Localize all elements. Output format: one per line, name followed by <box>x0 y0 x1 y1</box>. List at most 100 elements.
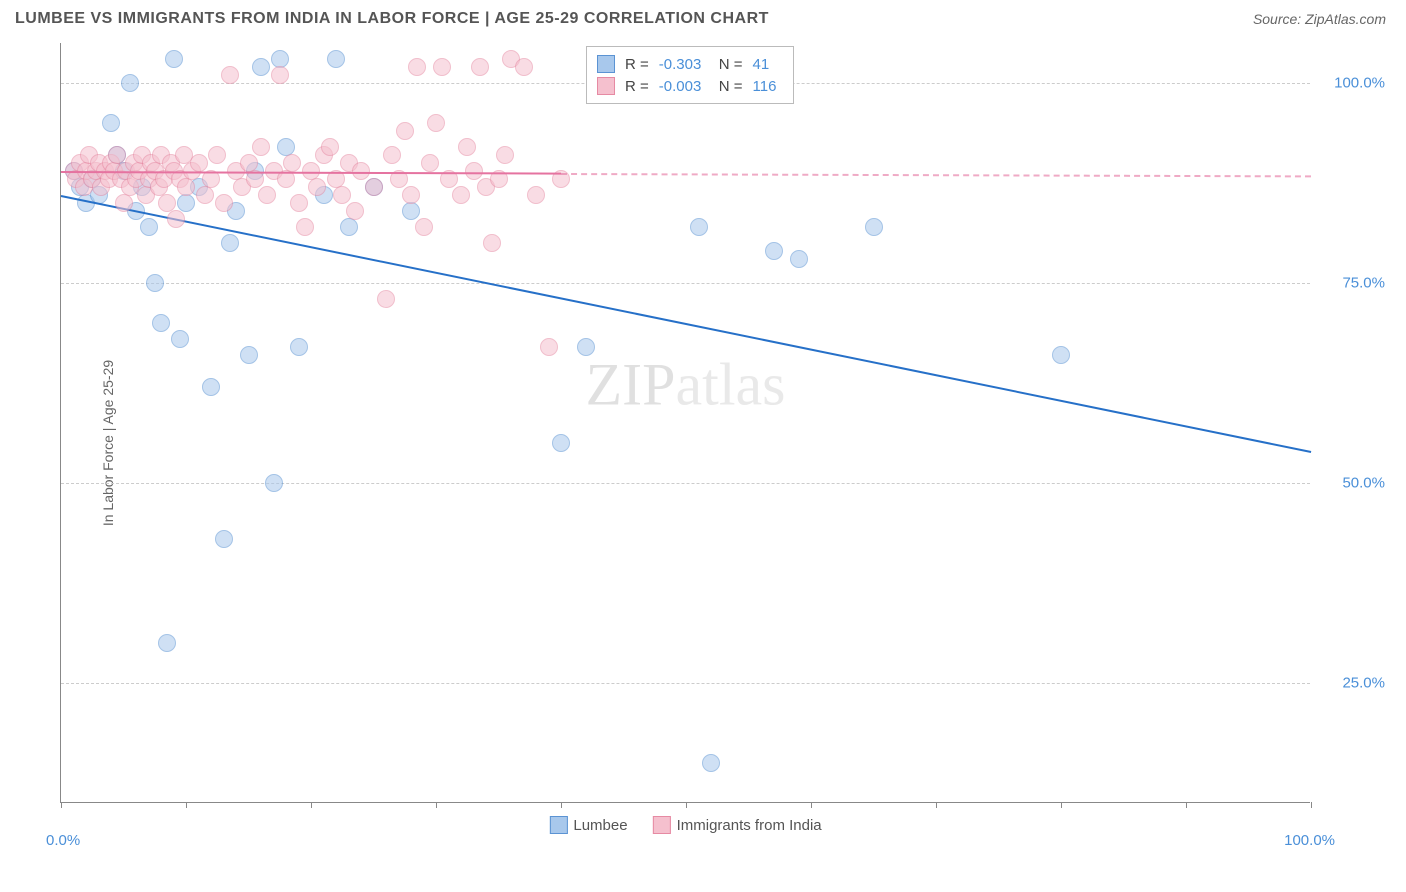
data-point <box>177 178 195 196</box>
data-point <box>765 242 783 260</box>
legend-item: Lumbee <box>549 816 627 834</box>
data-point <box>396 122 414 140</box>
legend-swatch <box>549 816 567 834</box>
data-point <box>290 194 308 212</box>
y-tick-label: 50.0% <box>1315 475 1385 492</box>
y-tick-label: 25.0% <box>1315 675 1385 692</box>
data-point <box>177 194 195 212</box>
data-point <box>202 378 220 396</box>
data-point <box>152 314 170 332</box>
data-point <box>140 218 158 236</box>
data-point <box>252 58 270 76</box>
gridline <box>61 283 1310 284</box>
source-label: Source: ZipAtlas.com <box>1253 11 1386 27</box>
data-point <box>577 338 595 356</box>
stat-n-value: 116 <box>753 78 783 95</box>
trend-line-dashed <box>561 173 1311 177</box>
data-point <box>165 50 183 68</box>
data-point <box>146 274 164 292</box>
data-point <box>421 154 439 172</box>
data-point <box>252 138 270 156</box>
x-tick <box>186 802 187 808</box>
legend-label: Lumbee <box>573 817 627 834</box>
stat-n-value: 41 <box>753 56 783 73</box>
data-point <box>458 138 476 156</box>
x-tick <box>936 802 937 808</box>
data-point <box>465 162 483 180</box>
data-point <box>240 346 258 364</box>
data-point <box>258 186 276 204</box>
data-point <box>383 146 401 164</box>
data-point <box>790 250 808 268</box>
data-point <box>215 194 233 212</box>
x-tick <box>1186 802 1187 808</box>
legend-swatch <box>653 816 671 834</box>
x-tick <box>436 802 437 808</box>
data-point <box>540 338 558 356</box>
trend-line <box>61 195 1311 453</box>
stats-row: R = -0.003 N = 116 <box>597 75 783 97</box>
watermark: ZIPatlas <box>586 350 786 419</box>
stat-r-label: R = <box>625 78 649 95</box>
data-point <box>271 66 289 84</box>
data-point <box>327 50 345 68</box>
x-tick <box>61 802 62 808</box>
stat-r-value: -0.003 <box>659 78 709 95</box>
data-point <box>283 154 301 172</box>
stat-r-label: R = <box>625 56 649 73</box>
chart-container: In Labor Force | Age 25-29 ZIPatlas 25.0… <box>10 33 1390 853</box>
data-point <box>102 114 120 132</box>
data-point <box>377 290 395 308</box>
data-point <box>483 234 501 252</box>
stat-n-label: N = <box>719 56 743 73</box>
stat-n-label: N = <box>719 78 743 95</box>
gridline <box>61 483 1310 484</box>
data-point <box>346 202 364 220</box>
stat-r-value: -0.303 <box>659 56 709 73</box>
data-point <box>158 634 176 652</box>
data-point <box>1052 346 1070 364</box>
legend-swatch <box>597 77 615 95</box>
chart-title: LUMBEE VS IMMIGRANTS FROM INDIA IN LABOR… <box>15 10 769 28</box>
x-label-start: 0.0% <box>46 832 80 849</box>
data-point <box>702 754 720 772</box>
plot-area: ZIPatlas 25.0%50.0%75.0%100.0%0.0% 100.0… <box>60 43 1310 803</box>
data-point <box>196 186 214 204</box>
y-tick-label: 100.0% <box>1315 75 1385 92</box>
data-point <box>402 202 420 220</box>
data-point <box>208 146 226 164</box>
x-tick <box>1311 802 1312 808</box>
data-point <box>115 194 133 212</box>
data-point <box>865 218 883 236</box>
data-point <box>402 186 420 204</box>
data-point <box>171 330 189 348</box>
data-point <box>365 178 383 196</box>
gridline <box>61 683 1310 684</box>
bottom-legend: Lumbee Immigrants from India <box>549 816 821 834</box>
data-point <box>433 58 451 76</box>
data-point <box>290 338 308 356</box>
x-tick <box>686 802 687 808</box>
data-point <box>308 178 326 196</box>
data-point <box>321 138 339 156</box>
data-point <box>333 186 351 204</box>
data-point <box>215 530 233 548</box>
x-tick <box>1061 802 1062 808</box>
legend-swatch <box>597 55 615 73</box>
legend-item: Immigrants from India <box>653 816 822 834</box>
stats-row: R = -0.303 N = 41 <box>597 53 783 75</box>
data-point <box>415 218 433 236</box>
data-point <box>121 74 139 92</box>
data-point <box>221 66 239 84</box>
data-point <box>190 154 208 172</box>
data-point <box>527 186 545 204</box>
data-point <box>340 218 358 236</box>
data-point <box>265 474 283 492</box>
x-tick <box>311 802 312 808</box>
y-tick-label: 75.0% <box>1315 275 1385 292</box>
stats-box: R = -0.303 N = 41 R = -0.003 N = 116 <box>586 46 794 104</box>
data-point <box>452 186 470 204</box>
data-point <box>552 434 570 452</box>
data-point <box>690 218 708 236</box>
data-point <box>167 210 185 228</box>
